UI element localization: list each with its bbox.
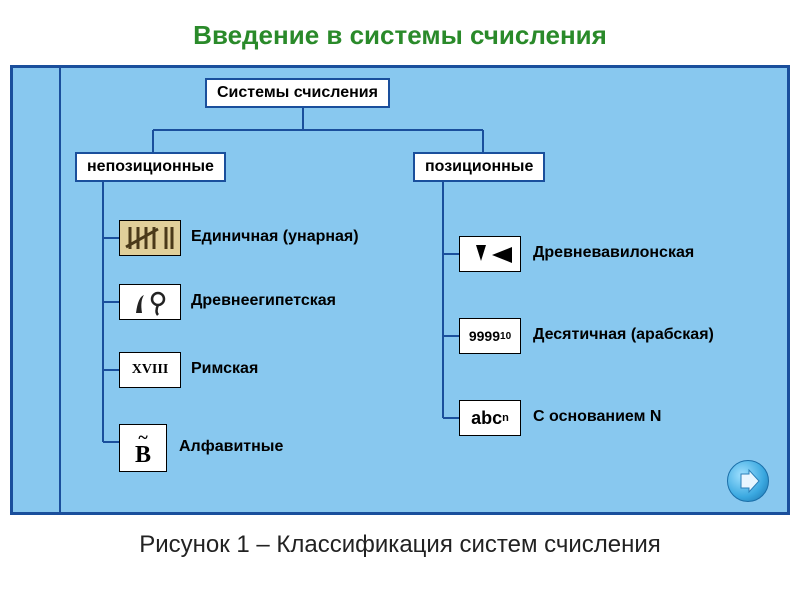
basen-icon: abcn: [459, 400, 521, 436]
label-alphabetic: Алфавитные: [179, 438, 283, 456]
babylon-icon: [459, 236, 521, 272]
figure-caption: Рисунок 1 – Классификация систем счислен…: [0, 515, 800, 559]
basen-icon-text: abc: [471, 408, 502, 429]
decimal-icon: 999910: [459, 318, 521, 354]
node-root: Системы счисления: [205, 78, 390, 108]
arrow-right-icon: [735, 468, 761, 494]
decimal-icon-sub: 10: [500, 331, 511, 342]
decimal-icon-text: 9999: [469, 328, 500, 344]
alpha-icon: ~В: [119, 424, 167, 472]
classification-diagram: Системы счисления непозиционные Единична…: [10, 65, 790, 515]
label-decimal: Десятичная (арабская): [533, 326, 714, 344]
label-base-n: С основанием N: [533, 408, 661, 426]
label-egyptian: Древнеегипетская: [191, 292, 336, 310]
label-roman: Римская: [191, 360, 258, 378]
label-babylonian: Древневавилонская: [533, 244, 694, 262]
label-unary: Единичная (унарная): [191, 228, 359, 246]
basen-icon-sub: n: [502, 412, 509, 424]
node-nonpositional: непозиционные: [75, 152, 226, 182]
roman-icon: XVIII: [119, 352, 181, 388]
egypt-icon: [119, 284, 181, 320]
left-margin-rule: [59, 68, 61, 512]
tally-icon: [119, 220, 181, 256]
page-title: Введение в системы счисления: [0, 0, 800, 65]
next-arrow-button[interactable]: [727, 460, 769, 502]
node-positional: позиционные: [413, 152, 545, 182]
